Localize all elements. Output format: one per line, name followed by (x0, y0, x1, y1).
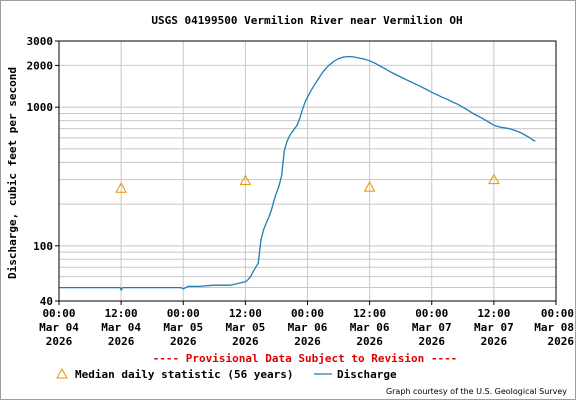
discharge-series-line (59, 55, 536, 292)
x-tick-label: Mar 08 (534, 321, 574, 334)
plot-area (59, 55, 536, 292)
y-tick-label: 2000 (27, 59, 54, 72)
x-tick-label: 00:00 (167, 307, 200, 320)
median-marker (488, 173, 500, 185)
x-tick-label: 2026 (294, 335, 321, 348)
grid (59, 40, 556, 302)
median-marker (363, 181, 376, 192)
x-tick-label: 2026 (108, 335, 135, 348)
x-tick-label: Mar 07 (412, 321, 452, 334)
legend-median-marker (56, 367, 68, 379)
x-tick-label: 12:00 (105, 307, 138, 320)
median-marker (239, 174, 252, 186)
y-tick-label: 40 (40, 295, 53, 308)
x-tick-label: 2026 (481, 335, 508, 348)
x-tick-label: Mar 07 (474, 321, 514, 334)
provisional-notice: ---- Provisional Data Subject to Revisio… (153, 352, 458, 365)
x-tick-label: 12:00 (477, 307, 510, 320)
y-tick-label: 100 (33, 240, 53, 253)
x-tick-label: 2026 (548, 335, 575, 348)
median-marker (115, 182, 127, 193)
x-tick-label: 2026 (356, 335, 383, 348)
legend-median-label: Median daily statistic (56 years) (75, 368, 294, 381)
x-tick-label: Mar 06 (350, 321, 390, 334)
x-tick-label: Mar 05 (163, 321, 203, 334)
x-tick-label: 2026 (170, 335, 197, 348)
x-tick-label: 00:00 (541, 307, 574, 320)
x-tick-label: 00:00 (42, 307, 75, 320)
x-tick-label: 00:00 (415, 307, 448, 320)
x-tick-label: 12:00 (353, 307, 386, 320)
y-tick-label: 3000 (27, 35, 54, 48)
chart-title: USGS 04199500 Vermilion River near Vermi… (151, 14, 462, 27)
y-tick-label: 1000 (27, 101, 54, 114)
x-tick-label: 2026 (232, 335, 259, 348)
credit-text: Graph courtesy of the U.S. Geological Su… (386, 387, 567, 396)
legend: Median daily statistic (56 years) Discha… (56, 367, 397, 381)
legend-discharge-label: Discharge (337, 368, 397, 381)
x-tick-label: 12:00 (229, 307, 262, 320)
x-tick-label: Mar 06 (288, 321, 328, 334)
x-tick-label: 00:00 (291, 307, 324, 320)
x-tick-label: Mar 04 (101, 321, 141, 334)
x-tick-label: Mar 05 (226, 321, 266, 334)
x-tick-label: 2026 (419, 335, 446, 348)
x-tick-label: 2026 (46, 335, 73, 348)
y-axis-label: Discharge, cubic feet per second (6, 67, 19, 279)
x-tick-label: Mar 04 (39, 321, 79, 334)
